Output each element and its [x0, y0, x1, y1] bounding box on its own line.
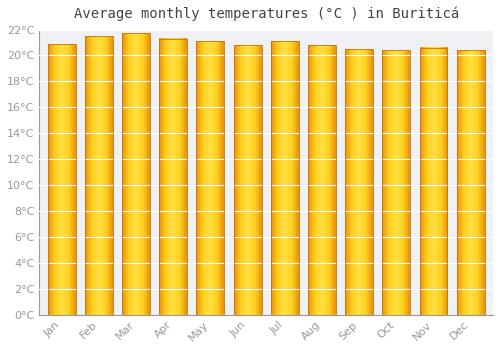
Title: Average monthly temperatures (°C ) in Buriticá: Average monthly temperatures (°C ) in Bu… — [74, 7, 459, 21]
Bar — [457, 50, 484, 315]
Bar — [308, 45, 336, 315]
Bar — [420, 48, 448, 315]
Bar — [160, 38, 187, 315]
Bar — [122, 34, 150, 315]
Bar — [271, 41, 298, 315]
Bar — [85, 36, 113, 315]
Bar — [382, 50, 410, 315]
Bar — [345, 49, 373, 315]
Bar — [48, 44, 76, 315]
Bar — [196, 41, 224, 315]
Bar — [234, 45, 262, 315]
